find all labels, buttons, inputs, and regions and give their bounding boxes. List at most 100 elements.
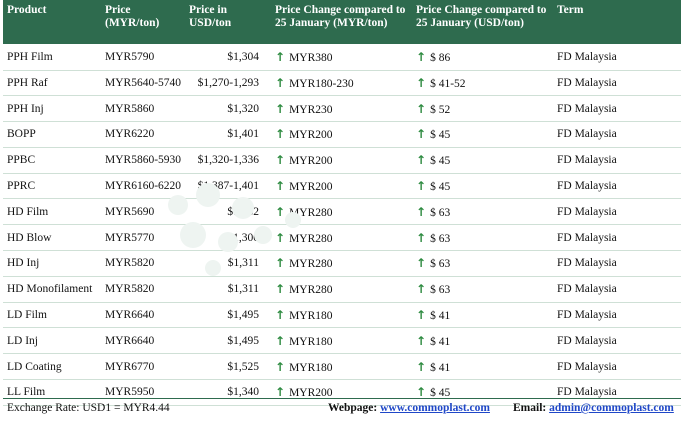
price-table: Product Price (MYR/ton) Price in USD/ton P…	[3, 0, 681, 406]
product-cell: HD Film	[3, 199, 101, 225]
change-usd-cell-text: $ 45	[430, 155, 451, 168]
change-myr-cell-text: MYR200	[289, 129, 333, 142]
product-cell-text: LD Coating	[7, 360, 62, 373]
price-usd-cell: $1,495	[185, 328, 271, 354]
product-cell-text: HD Film	[7, 205, 49, 218]
table-row: BOPP MYR6220 $1,401 ↑ MYR200 ↑ $ 45 FD Malaysia	[3, 122, 681, 148]
price-myr-cell-text: MYR5950	[105, 386, 155, 399]
email-row: Email: admin@commoplast.com	[513, 402, 674, 414]
product-cell: PPRC	[3, 173, 101, 199]
table-row: HD Film MYR5690 $1,282 ↑ MYR280 ↑ $ 63 FD Malay…	[3, 199, 681, 225]
change-myr-cell-text: MYR180	[289, 310, 333, 323]
up-arrow-icon: ↑	[416, 333, 427, 348]
change-myr-cell: ↑ MYR380	[271, 44, 412, 70]
table-row: PPBC MYR5860-5930 $1,320-1,336 ↑ MYR200 ↑ $ 45…	[3, 147, 681, 174]
change-myr-cell: ↑ MYR280	[271, 276, 412, 302]
price-usd-cell: $1,300	[185, 225, 271, 251]
term-cell-text: FD Malaysia	[557, 386, 617, 399]
price-myr-cell: MYR6640	[101, 328, 185, 354]
change-usd-cell: ↑ $ 63	[412, 199, 553, 225]
change-myr-cell-text: MYR180	[289, 361, 333, 374]
email-link[interactable]: admin@commoplast.com	[549, 402, 674, 414]
change-myr-cell-text: MYR180	[289, 335, 333, 348]
term-cell-text: FD Malaysia	[557, 128, 617, 141]
change-myr-cell-text: MYR180-230	[289, 77, 354, 90]
up-arrow-icon: ↑	[416, 385, 427, 400]
product-cell-text: LD Inj	[7, 334, 38, 347]
term-cell: FD Malaysia	[553, 147, 681, 173]
price-usd-cell: $1,311	[185, 276, 271, 302]
table-row: PPH Raf MYR5640-5740 $1,270-1,293 ↑ MYR180-2…	[3, 70, 681, 96]
price-usd-cell: $1,387-1,401	[185, 173, 271, 199]
change-usd-cell-text: $ 63	[430, 206, 451, 219]
change-myr-cell-text: MYR280	[289, 284, 333, 297]
change-myr-cell: ↑ MYR280	[271, 199, 412, 225]
change-usd-cell: ↑ $ 63	[412, 225, 553, 251]
webpage-row: Webpage: www.commoplast.com	[328, 402, 490, 414]
change-myr-cell-text: MYR280	[289, 206, 333, 219]
up-arrow-icon: ↑	[416, 359, 427, 374]
change-myr-cell-text: MYR230	[289, 103, 333, 116]
price-usd-cell: $1,401	[185, 122, 271, 148]
term-cell-text: FD Malaysia	[557, 360, 617, 373]
email-label: Email:	[513, 402, 547, 414]
product-cell: PPH Film	[3, 44, 101, 70]
table-row: LL Film MYR5950 $1,340 ↑ MYR200 ↑ $ 45 FD Malay…	[3, 380, 681, 406]
product-cell: BOPP	[3, 122, 101, 148]
change-usd-cell-text: $ 41	[430, 335, 451, 348]
header-product: Product	[7, 4, 47, 16]
price-myr-cell: MYR5950	[101, 380, 185, 406]
price-usd-cell: $1,495	[185, 302, 271, 328]
term-cell-text: FD Malaysia	[557, 50, 617, 63]
price-usd-cell-text: $1,300	[227, 231, 259, 244]
change-usd-cell-text: $ 41	[430, 361, 451, 374]
change-myr-cell: ↑ MYR200	[271, 122, 412, 148]
up-arrow-icon: ↑	[275, 75, 286, 90]
term-cell: FD Malaysia	[553, 354, 681, 380]
term-cell: FD Malaysia	[553, 328, 681, 354]
webpage-link[interactable]: www.commoplast.com	[380, 402, 490, 414]
change-myr-cell: ↑ MYR280	[271, 251, 412, 277]
header-price-myr: Price (MYR/ton)	[105, 4, 160, 29]
price-myr-cell: MYR5860	[101, 96, 185, 122]
change-usd-cell-text: $ 45	[430, 181, 451, 194]
table-row: PPH Inj MYR5860 $1,320 ↑ MYR230 ↑ $ 52 FD Malay…	[3, 96, 681, 122]
price-myr-cell: MYR6640	[101, 302, 185, 328]
price-myr-cell-text: MYR5820	[105, 283, 155, 296]
product-cell-text: HD Blow	[7, 231, 52, 244]
product-cell: HD Inj	[3, 251, 101, 277]
change-usd-cell: ↑ $ 45	[412, 147, 553, 173]
price-myr-cell: MYR6160-6220	[101, 173, 185, 199]
change-myr-cell: ↑ MYR200	[271, 380, 412, 406]
term-cell: FD Malaysia	[553, 44, 681, 70]
change-myr-cell: ↑ MYR200	[271, 173, 412, 199]
term-cell: FD Malaysia	[553, 122, 681, 148]
price-myr-cell-text: MYR5860	[105, 102, 155, 115]
term-cell: FD Malaysia	[553, 96, 681, 122]
change-myr-cell-text: MYR380	[289, 51, 333, 64]
change-myr-cell: ↑ MYR200	[271, 147, 412, 173]
change-usd-cell-text: $ 63	[430, 284, 451, 297]
price-myr-cell-text: MYR6640	[105, 334, 155, 347]
term-cell: FD Malaysia	[553, 70, 681, 96]
price-myr-cell-text: MYR6770	[105, 360, 155, 373]
product-cell-text: PPH Film	[7, 50, 53, 63]
table-footer: Exchange Rate: USD1 = MYR4.44 Webpage: w…	[3, 398, 681, 417]
price-myr-cell-text: MYR6220	[105, 128, 155, 141]
change-usd-cell: ↑ $ 41	[412, 328, 553, 354]
term-cell-text: FD Malaysia	[557, 180, 617, 193]
product-cell-text: BOPP	[7, 128, 36, 141]
price-usd-cell: $1,311	[185, 251, 271, 277]
price-usd-cell-text: $1,311	[227, 257, 259, 270]
change-usd-cell: ↑ $ 63	[412, 276, 553, 302]
up-arrow-icon: ↑	[275, 385, 286, 400]
up-arrow-icon: ↑	[416, 179, 427, 194]
change-myr-cell-text: MYR280	[289, 232, 333, 245]
price-myr-cell: MYR6220	[101, 122, 185, 148]
up-arrow-icon: ↑	[275, 282, 286, 297]
product-cell-text: PPRC	[7, 180, 36, 193]
table-row: LD Film MYR6640 $1,495 ↑ MYR180 ↑ $ 41 FD Malay…	[3, 302, 681, 328]
price-usd-cell: $1,320-1,336	[185, 147, 271, 173]
up-arrow-icon: ↑	[416, 153, 427, 168]
up-arrow-icon: ↑	[275, 127, 286, 142]
